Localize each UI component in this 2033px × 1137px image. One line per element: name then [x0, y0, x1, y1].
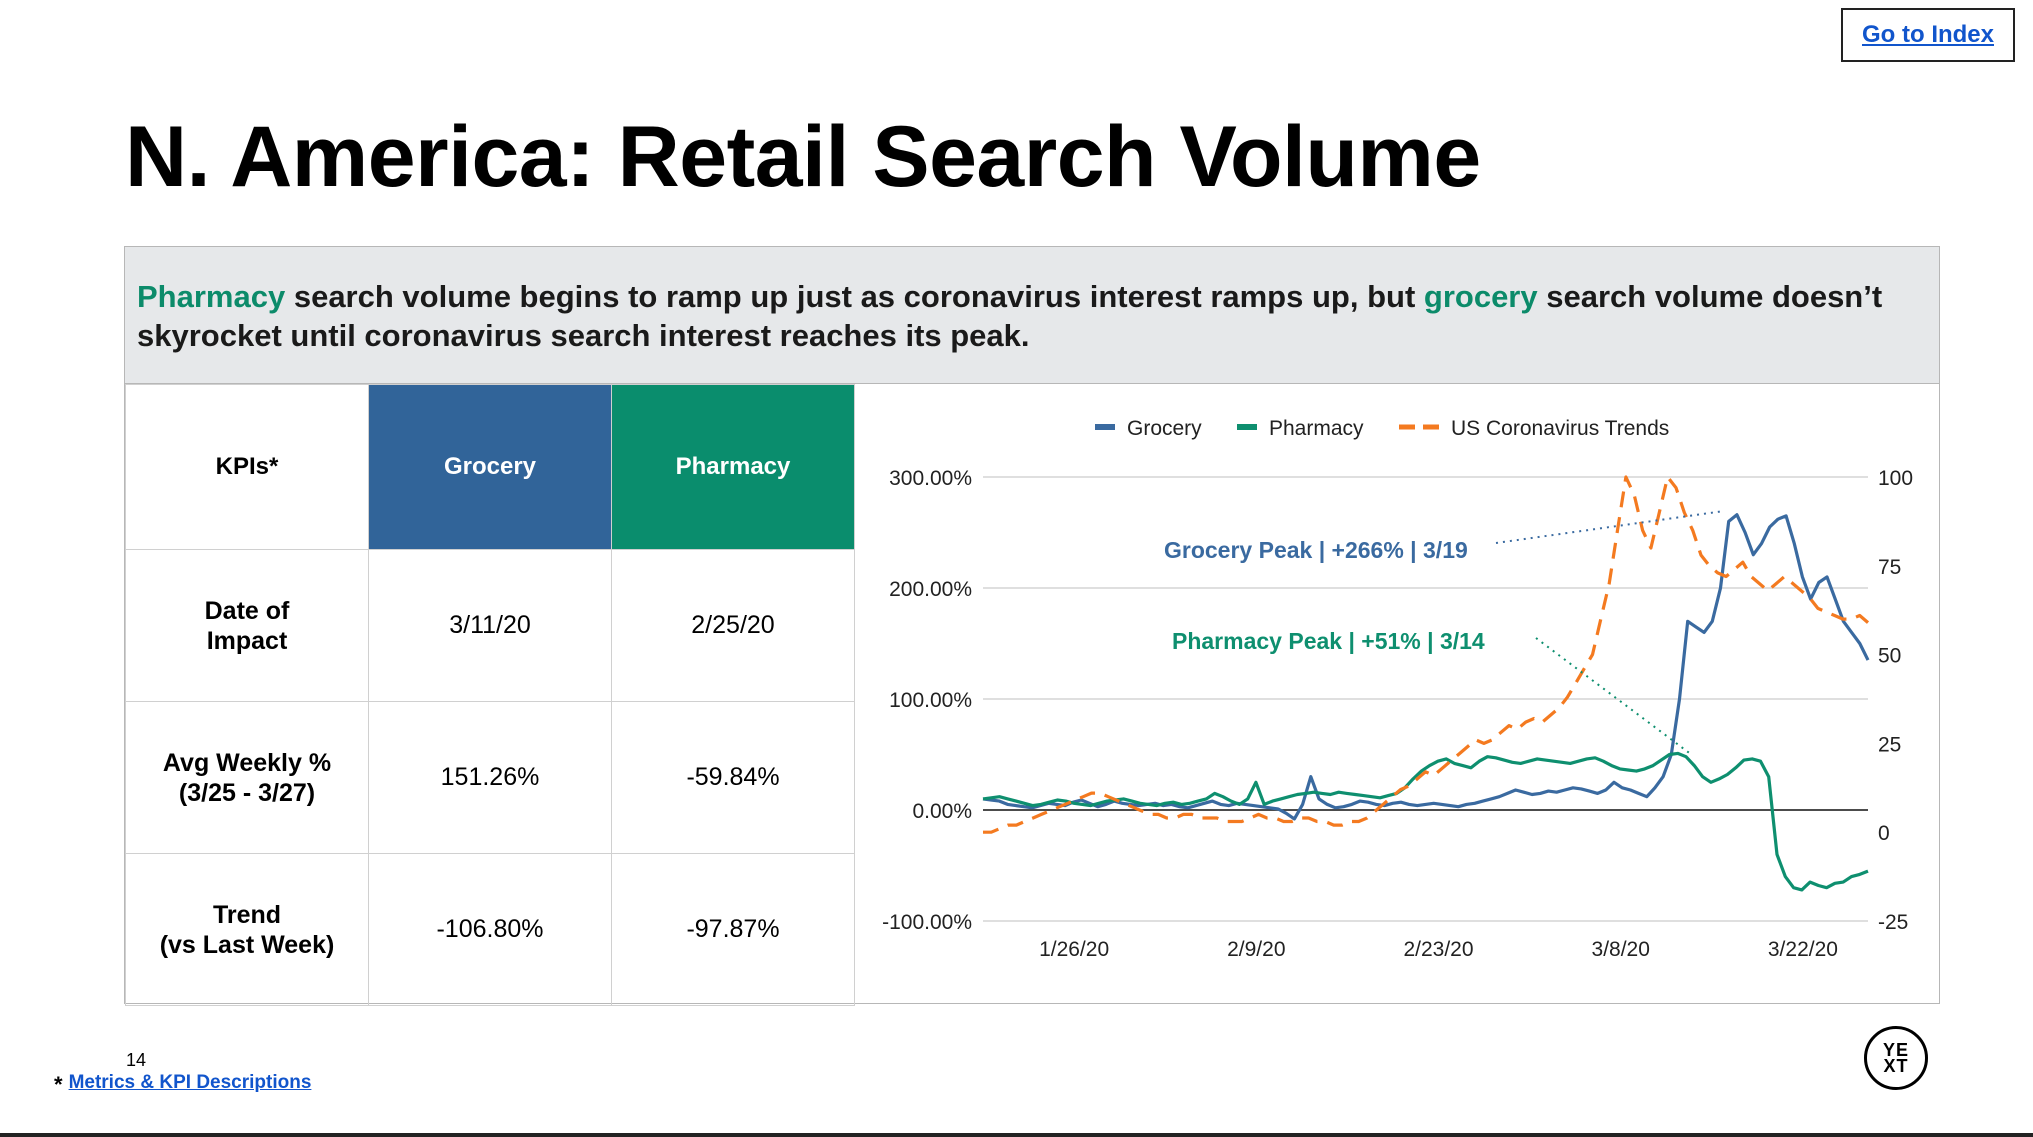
kpi-label-line2: (vs Last Week) — [159, 930, 335, 959]
page-number: 14 — [126, 1050, 147, 1070]
y-right-tick-label: 0 — [1878, 822, 1890, 845]
kpi-row-date-of-impact: Date of Impact 3/11/20 2/25/20 — [125, 549, 855, 702]
y-right-tick-label: -25 — [1878, 911, 1908, 934]
logo-line2: XT — [1883, 1056, 1909, 1076]
kpi-table: KPIs* Grocery Pharmacy Date of Impact 3/1… — [125, 384, 855, 1006]
kpi-header-row: KPIs* Grocery Pharmacy — [125, 384, 855, 550]
legend-pharmacy-label: Pharmacy — [1269, 417, 1364, 440]
kpi-cell-pharmacy: -59.84% — [611, 701, 855, 854]
pharmacy-line — [982, 751, 1869, 892]
legend-trends-label: US Coronavirus Trends — [1451, 417, 1669, 440]
x-tick-label: 3/22/20 — [1768, 938, 1838, 961]
kpi-label-line2: (3/25 - 3/27) — [178, 778, 316, 807]
legend-grocery-label: Grocery — [1127, 417, 1202, 440]
y-right-tick-label: 75 — [1878, 556, 1901, 579]
kpi-row-label: Trend (vs Last Week) — [125, 853, 369, 1006]
chart-legend: Grocery Pharmacy US Coronavirus Trends — [1095, 417, 1669, 440]
footnote: * Metrics & KPI Descriptions — [54, 1072, 311, 1098]
pharmacy-peak-annotation: Pharmacy Peak | +51% | 3/14 — [1172, 628, 1485, 654]
y-right-tick-label: 25 — [1878, 733, 1901, 756]
metrics-kpi-descriptions-link[interactable]: Metrics & KPI Descriptions — [68, 1072, 312, 1093]
x-tick-label: 2/23/20 — [1403, 938, 1473, 961]
banner-pharmacy-highlight: Pharmacy — [137, 279, 286, 314]
search-volume-line-chart: Grocery Pharmacy US Coronavirus Trends 300… — [882, 417, 1913, 961]
footnote-star: * — [54, 1072, 63, 1097]
coronavirus-trends-line — [983, 475, 1870, 834]
y-right-tick-label: 100 — [1878, 467, 1913, 490]
content-panel: Pharmacy search volume begins to ramp up… — [124, 246, 1940, 1006]
banner-text-1: search volume begins to ramp up just as … — [285, 279, 1424, 314]
y-left-tick-label: 100.00% — [889, 689, 972, 712]
yext-logo: YE XT — [1864, 1026, 1928, 1090]
banner-text-2: search volume doesn’t skyrocket until co… — [137, 279, 1883, 353]
y-left-tick-label: 300.00% — [889, 467, 972, 490]
kpi-row-label: Avg Weekly % (3/25 - 3/27) — [125, 701, 369, 854]
kpi-header-grocery: Grocery — [368, 384, 612, 550]
banner-grocery-highlight: grocery — [1423, 279, 1538, 314]
kpi-row-avg-weekly: Avg Weekly % (3/25 - 3/27) 151.26% -59.84… — [125, 701, 855, 854]
y-axis-right: 100 75 50 25 0 -25 — [1878, 467, 1913, 934]
insight-banner: Pharmacy search volume begins to ramp up… — [125, 247, 1939, 384]
kpi-header-kpis: KPIs* — [125, 384, 369, 550]
y-left-tick-label: 200.00% — [889, 578, 972, 601]
pharmacy-peak-leader — [1535, 637, 1693, 756]
kpi-cell-pharmacy: 2/25/20 — [611, 549, 855, 702]
x-tick-label: 1/26/20 — [1039, 938, 1109, 961]
y-right-tick-label: 50 — [1878, 645, 1901, 668]
go-to-index-link[interactable]: Go to Index — [1841, 8, 2015, 62]
bottom-rule — [0, 1133, 2033, 1137]
kpi-label-line2: Impact — [206, 626, 288, 655]
kpi-label-line1: Date of — [204, 596, 290, 625]
kpi-label-line1: Avg Weekly % — [162, 748, 332, 777]
chart-series — [982, 475, 1870, 892]
kpi-cell-grocery: 151.26% — [368, 701, 612, 854]
logo-line1: YE — [1882, 1040, 1909, 1060]
kpi-row-trend: Trend (vs Last Week) -106.80% -97.87% — [125, 853, 855, 1006]
chart-annotations: Grocery Peak | +266% | 3/19 Pharmacy Peak… — [1164, 510, 1725, 756]
kpi-header-pharmacy: Pharmacy — [611, 384, 855, 550]
y-left-tick-label: 0.00% — [912, 800, 972, 823]
kpi-cell-grocery: -106.80% — [368, 853, 612, 1006]
x-tick-label: 2/9/20 — [1227, 938, 1285, 961]
page-title: N. America: Retail Search Volume — [125, 109, 1481, 205]
x-tick-label: 3/8/20 — [1592, 938, 1650, 961]
grocery-peak-annotation: Grocery Peak | +266% | 3/19 — [1164, 537, 1468, 563]
y-left-tick-label: -100.00% — [882, 911, 972, 934]
kpi-label-line1: Trend — [212, 900, 282, 929]
kpi-cell-pharmacy: -97.87% — [611, 853, 855, 1006]
y-axis-left: 300.00% 200.00% 100.00% 0.00% -100.00% — [882, 467, 972, 934]
x-axis: 1/26/20 2/9/20 2/23/20 3/8/20 3/22/20 — [1039, 938, 1838, 961]
kpi-row-label: Date of Impact — [125, 549, 369, 702]
kpi-cell-grocery: 3/11/20 — [368, 549, 612, 702]
